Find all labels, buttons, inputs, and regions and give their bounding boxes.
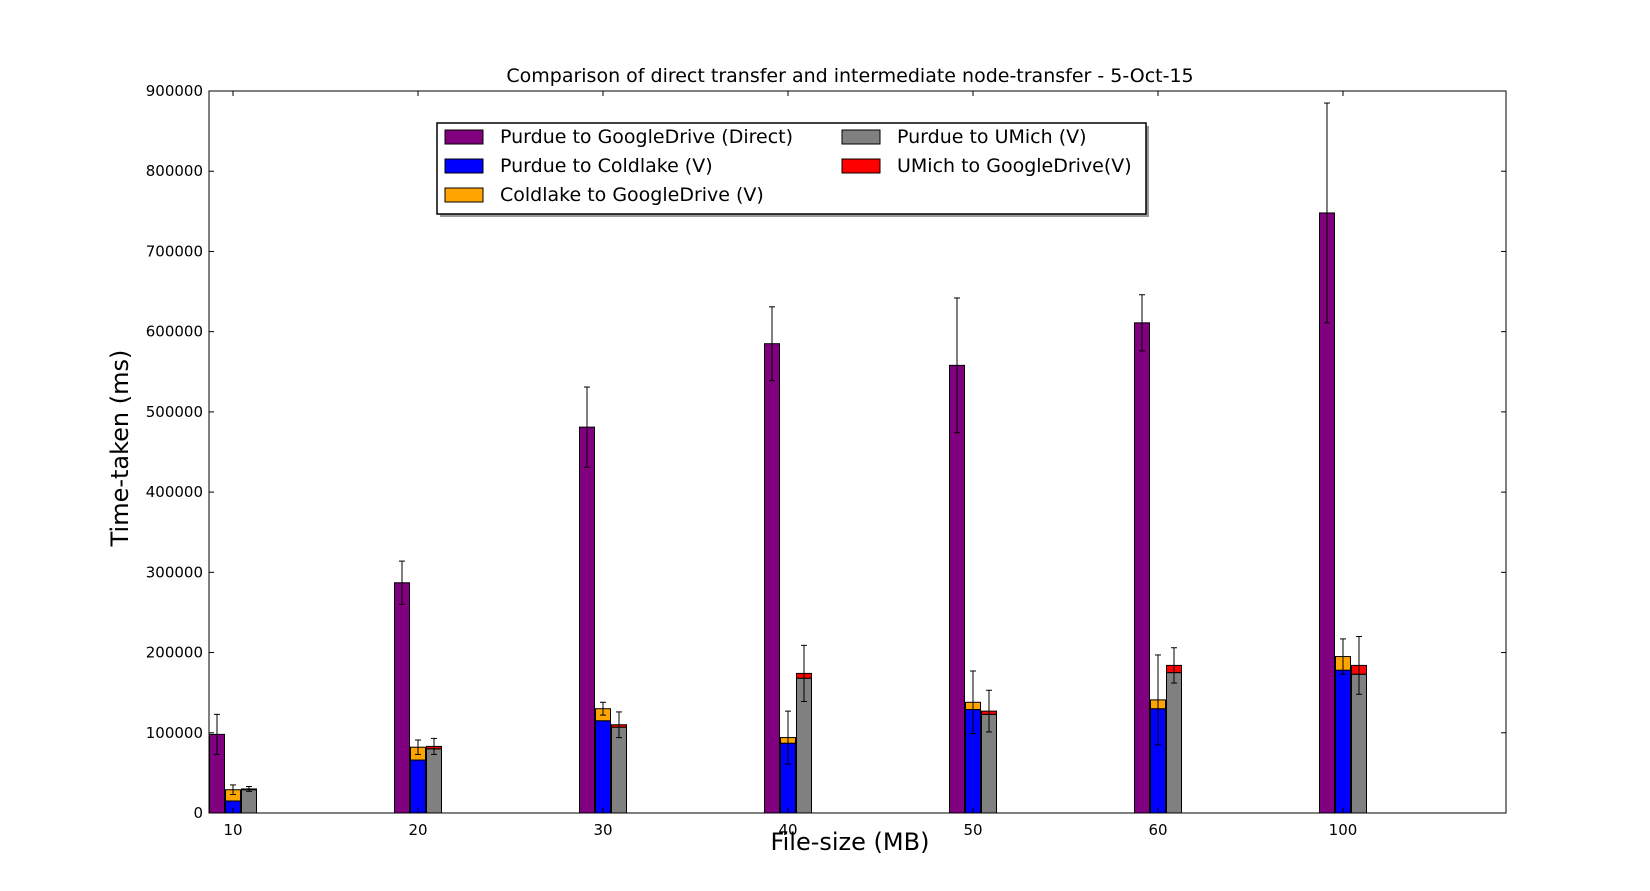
legend-box	[436, 122, 1147, 215]
bar-direct-60-s0	[1134, 322, 1150, 814]
y-tick-label: 500000	[146, 403, 203, 421]
legend-swatch-s1	[444, 158, 484, 174]
y-tick-label: 200000	[146, 644, 203, 662]
bar-via-umich-10-s3	[241, 789, 257, 814]
plot-frame	[208, 90, 1507, 814]
y-tick-label: 100000	[146, 724, 203, 742]
y-tick-label: 600000	[146, 323, 203, 341]
bar-direct-30-s0	[579, 426, 595, 814]
bar-via-coldlake-20-s1	[410, 759, 426, 814]
x-tick-label: 60	[1148, 821, 1167, 839]
legend: Purdue to GoogleDrive (Direct) Purdue to …	[436, 122, 1149, 217]
legend-label-s2: Coldlake to GoogleDrive (V)	[500, 184, 764, 206]
x-tick-label: 100	[1329, 821, 1358, 839]
bar-via-umich-100-s3	[1351, 673, 1367, 814]
bar-via-umich-20-s3	[426, 748, 442, 814]
bar-via-coldlake-100-s1	[1335, 669, 1351, 814]
x-tick-label: 20	[408, 821, 427, 839]
y-tick-label: 800000	[146, 162, 203, 180]
bar-direct-20-s0	[394, 582, 410, 814]
bar-via-coldlake-30-s1	[595, 720, 611, 814]
x-axis-label: File-size (MB)	[771, 828, 930, 856]
legend-label-s0: Purdue to GoogleDrive (Direct)	[500, 126, 793, 148]
bar-direct-40-s0	[764, 343, 780, 814]
legend-label-s4: UMich to GoogleDrive(V)	[897, 155, 1132, 177]
bar-via-umich-30-s3	[611, 726, 627, 814]
legend-swatch-s0	[444, 129, 484, 145]
bar-via-umich-60-s3	[1166, 672, 1182, 814]
legend-swatch-s2	[444, 187, 484, 203]
y-tick-label: 400000	[146, 483, 203, 501]
y-axis-label: Time-taken (ms)	[106, 350, 134, 548]
axes: 0 100000 200000 300000 400000 500000 600000 700…	[146, 82, 1507, 839]
legend-swatch-s4	[841, 158, 881, 174]
y-tick-label: 700000	[146, 242, 203, 260]
plot-area	[209, 102, 1367, 814]
y-tick-label: 900000	[146, 82, 203, 100]
x-tick-label: 30	[593, 821, 612, 839]
legend-swatch-s3	[841, 129, 881, 145]
y-tick-label: 300000	[146, 563, 203, 581]
legend-label-s1: Purdue to Coldlake (V)	[500, 155, 713, 177]
x-tick-label: 50	[963, 821, 982, 839]
x-tick-label: 10	[223, 821, 242, 839]
x-tick-label: 40	[778, 821, 797, 839]
chart-title: Comparison of direct transfer and interm…	[506, 65, 1193, 87]
y-tick-label: 0	[193, 804, 203, 822]
legend-label-s3: Purdue to UMich (V)	[897, 126, 1087, 148]
